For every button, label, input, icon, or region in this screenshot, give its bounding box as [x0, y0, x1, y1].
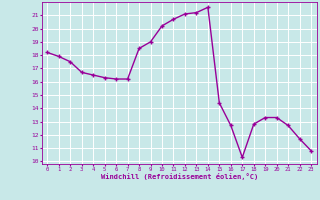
X-axis label: Windchill (Refroidissement éolien,°C): Windchill (Refroidissement éolien,°C): [100, 173, 258, 180]
